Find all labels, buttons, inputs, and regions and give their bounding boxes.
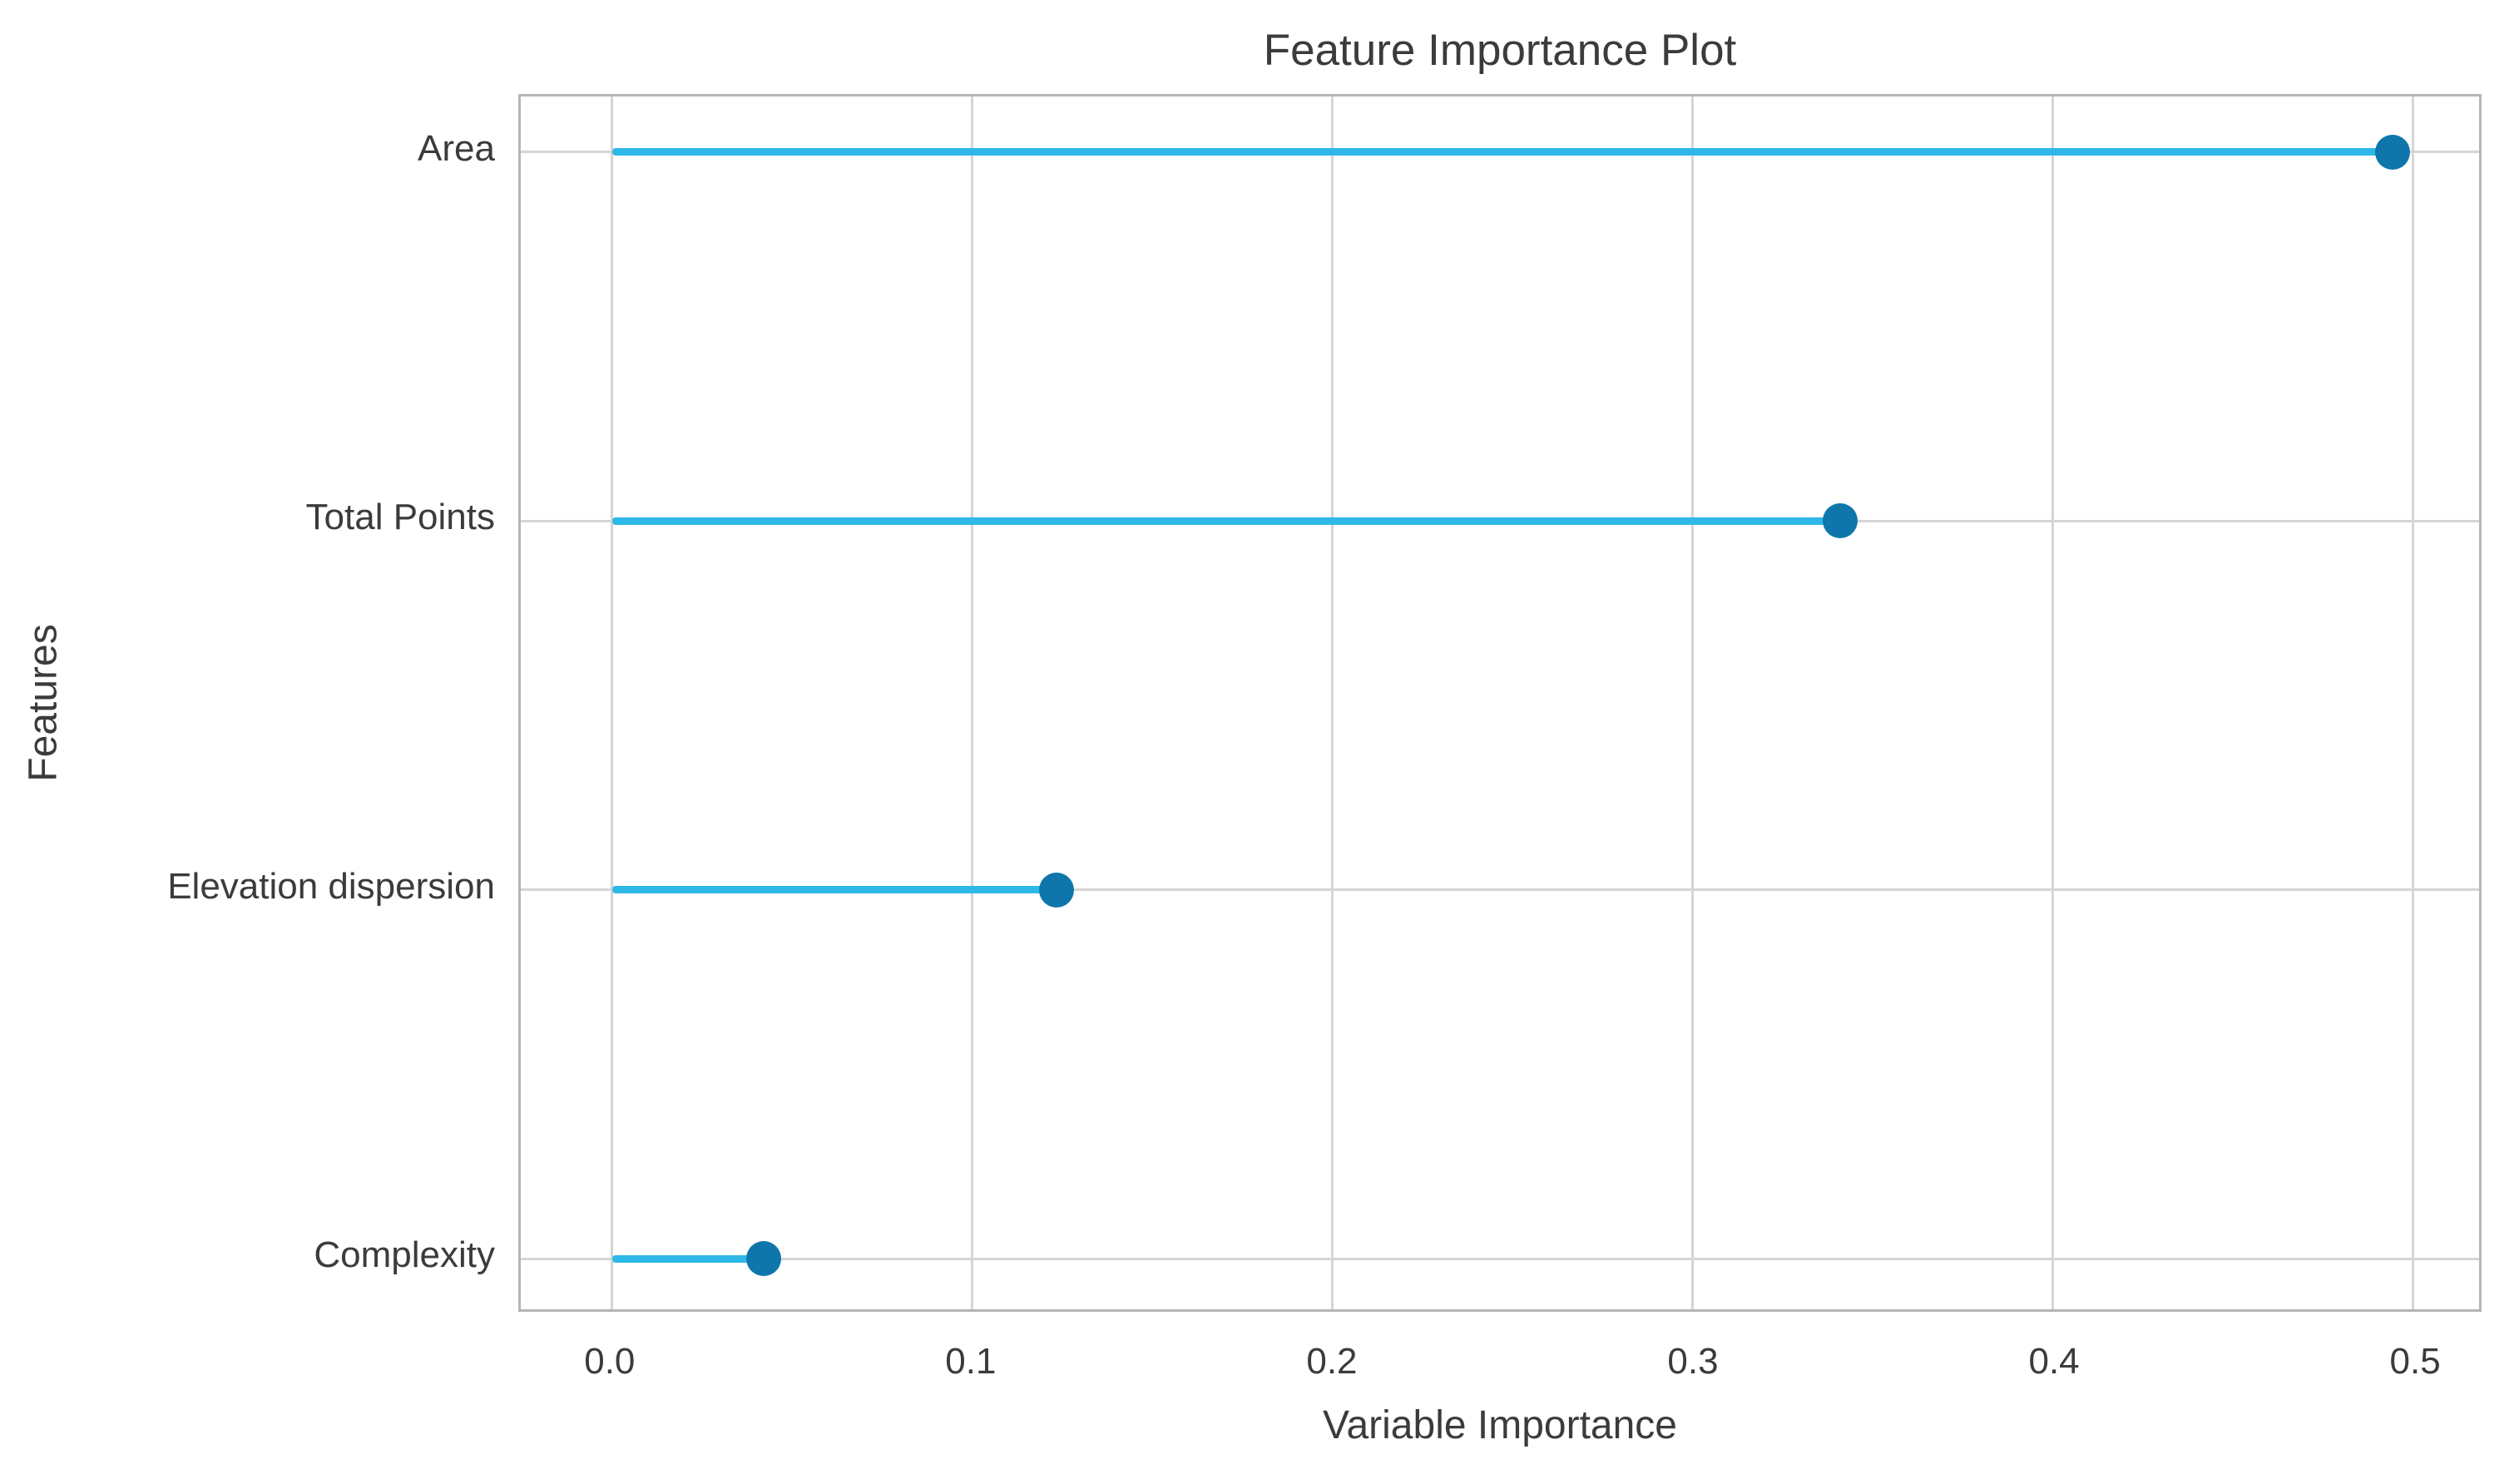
- lollipop-dot: [2374, 134, 2410, 170]
- x-tick-label: 0.3: [1667, 1341, 1719, 1382]
- lollipop-stem: [611, 148, 2393, 156]
- gridline-vertical: [611, 96, 614, 1309]
- gridline-horizontal: [521, 888, 2479, 892]
- x-tick-label: 0.5: [2389, 1341, 2441, 1382]
- gridline-vertical: [970, 96, 973, 1309]
- gridline-vertical: [1330, 96, 1334, 1309]
- gridline-horizontal: [521, 1257, 2479, 1260]
- gridline-vertical: [1690, 96, 1694, 1309]
- lollipop-dot: [1822, 503, 1858, 539]
- lollipop-dot: [746, 1241, 782, 1277]
- lollipop-stem: [611, 1254, 765, 1263]
- gridline-vertical: [2051, 96, 2054, 1309]
- x-tick-label: 0.4: [2028, 1341, 2080, 1382]
- lollipop-dot: [1038, 872, 1074, 908]
- y-tick-label: Elevation dispersion: [167, 865, 495, 907]
- y-tick-label: Total Points: [305, 497, 495, 538]
- y-tick-label: Area: [418, 127, 495, 169]
- lollipop-stem: [611, 886, 1057, 894]
- x-tick-label: 0.1: [945, 1341, 997, 1382]
- gridline-vertical: [2411, 96, 2414, 1309]
- y-tick-label: Complexity: [314, 1234, 495, 1276]
- x-tick-label: 0.0: [584, 1341, 636, 1382]
- chart-title: Feature Importance Plot: [1263, 26, 1737, 75]
- lollipop-stem: [611, 517, 1840, 525]
- y-axis-label: Features: [21, 624, 66, 782]
- x-tick-label: 0.2: [1306, 1341, 1358, 1382]
- plot-area: [518, 94, 2482, 1312]
- x-axis-label: Variable Importance: [1323, 1403, 1677, 1447]
